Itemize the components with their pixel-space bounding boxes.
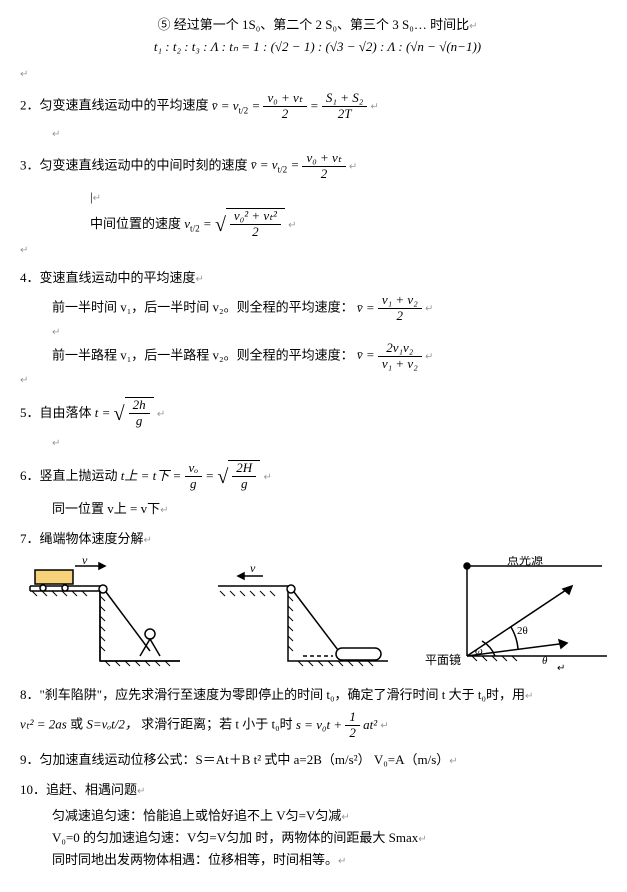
s10-l3: 同时同地出发两物体相遇：位移相等，时间相等。 — [52, 852, 338, 867]
sec2-row: 2．匀变速直线运动中的平均速度 v̄ = vt/2 = v₀ + vₜ2 = S… — [20, 91, 615, 122]
sec9-title: 9．匀加速直线运动位移公式：S＝At＋B t² 式中 a=2B（m/s²） V₀… — [20, 752, 449, 767]
dia1-v: v — [82, 556, 88, 567]
s10-l2: V₀=0 的匀加速追匀速：V匀=V匀加 时，两物体的间距最大 Smax — [52, 830, 418, 845]
svg-text:↵: ↵ — [557, 663, 565, 674]
sec3-title: 3．匀变速直线运动中的中间时刻的速度 — [20, 157, 248, 172]
s8-f3d: 2 — [345, 726, 360, 741]
diagram-1: v — [20, 556, 198, 676]
dia3-point: 点光源 — [507, 556, 543, 567]
sec8-title: 8．"刹车陷阱"，应先求滑行至速度为零即停止的时间 t₀，确定了滑行时间 t 大… — [20, 687, 525, 702]
sec6-title: 6．竖直上抛运动 — [20, 468, 118, 483]
sec2-title: 2．匀变速直线运动中的平均速度 — [20, 98, 209, 113]
sec3-eq: v̄ = vt/2 = v₀ + vₜ2 — [251, 157, 349, 172]
s6-f1n: vₒ — [185, 461, 202, 477]
mid-pos-row: 中间位置的速度 vt/2 = √ v₀² + vₜ²2 ↵ — [90, 208, 615, 242]
sec4-title: 4．变速直线运动中的平均速度 — [20, 270, 196, 285]
s6-pos: 同一位置 v上 = v下 — [52, 501, 160, 516]
s8-eq2: S=vₒt/2， — [86, 717, 137, 732]
dia3-theta: θ — [542, 655, 548, 667]
s6-f2n: 2H — [232, 461, 256, 477]
sec2-eq: v̄ = vt/2 = v₀ + vₜ2 = S₁ + S₂2T — [212, 98, 371, 113]
s8-f3n: 1 — [345, 710, 360, 726]
sec3-row: 3．匀变速直线运动中的中间时刻的速度 v̄ = vt/2 = v₀ + vₜ2 … — [20, 151, 615, 182]
sec5-row: 5．自由落体 t = √ 2hg ↵ — [20, 397, 615, 431]
s4-f1n: v₁ + v₂ — [378, 293, 422, 309]
s4-line1: 前一半时间 v₁，后一半时间 v₂。则全程的平均速度： v̄ = v₁ + v₂… — [52, 293, 615, 324]
s4-l1txt: 前一半时间 v₁，后一半时间 v₂。则全程的平均速度： — [52, 300, 354, 315]
sec10-title: 10．追赶、相遇问题 — [20, 782, 137, 797]
s8-eq3post: at² — [363, 717, 377, 732]
sec8-eq: vₜ² = 2as 或 S=vₒt/2， 求滑行距离；若 t 小于 t₀时 s … — [20, 710, 615, 741]
s2-f2d: 2T — [322, 107, 367, 122]
mid-label: 中间位置的速度 — [90, 216, 181, 231]
s3-sub: t/2 — [278, 165, 288, 175]
s5-fd: g — [129, 414, 150, 429]
s4-line2: 前一半路程 v₁，后一半路程 v₂。则全程的平均速度： v̄ = 2v₁v₂v₁… — [52, 341, 615, 372]
dia3-omega: ω — [475, 645, 483, 657]
mid-sqn: v₀² + vₜ² — [230, 209, 281, 225]
s10-l1: 匀减速追匀速：恰能追上或恰好追不上 V匀=V匀减 — [52, 808, 341, 823]
s8-eq1: vₜ² = 2as — [20, 717, 67, 732]
diagram-3: 点光源 2θ 平面镜 θ ω ↵ — [407, 556, 615, 676]
top-line1: 经过第一个 1S₀、第二个 2 S₀、第三个 3 S₀… 时间比 — [174, 17, 469, 32]
mid-sqd: 2 — [230, 225, 281, 240]
s3-fd: 2 — [302, 167, 345, 182]
top-ratio: t₁ : t₂ : t₃ : Λ : tₙ = 1 : (√2 − 1) : (… — [154, 39, 481, 54]
mid-sub: t/2 — [190, 224, 200, 234]
dia2-v: v — [250, 561, 256, 575]
s5-fn: 2h — [129, 398, 150, 414]
s2-f2n: S₁ + S₂ — [322, 91, 367, 107]
s8-eq3pre: s = v₀t + — [296, 717, 346, 732]
s4-f2d: v₁ + v₂ — [378, 357, 422, 372]
dia3-angle: 2θ — [517, 625, 528, 637]
s6-f2d: g — [232, 477, 256, 492]
s4-f2n: 2v₁v₂ — [378, 341, 422, 357]
s2-f1d: 2 — [263, 107, 306, 122]
diagram-2: v — [208, 556, 396, 676]
dia3-mirror: 平面镜 — [425, 652, 461, 667]
sec6-row: 6．竖直上抛运动 t上 = t下 = vₒg = √ 2Hg ↵ — [20, 460, 615, 494]
s3-fn: v₀ + vₜ — [302, 151, 345, 167]
s4-f1d: 2 — [378, 309, 422, 324]
sec5-title: 5．自由落体 — [20, 405, 92, 420]
s4-l2txt: 前一半路程 v₁，后一半路程 v₂。则全程的平均速度： — [52, 347, 354, 362]
s2-lhs: v̄ = v — [212, 98, 239, 113]
sec7-title: 7．绳端物体速度分解 — [20, 531, 144, 546]
s8-or: 或 — [70, 717, 83, 732]
circled-5: ⑤ — [158, 17, 171, 32]
s2-f1n: v₀ + vₜ — [263, 91, 306, 107]
s2-sub: t/2 — [239, 105, 249, 115]
s6-lhs: t上 = t下 = — [121, 468, 185, 483]
s6-f1d: g — [185, 477, 202, 492]
diagram-row: v v 点光源 2θ 平面镜 θ ω ↵ — [20, 556, 615, 676]
s8-txt: 求滑行距离；若 t 小于 t₀时 — [141, 717, 293, 732]
s3-lhs: v̄ = v — [251, 157, 278, 172]
